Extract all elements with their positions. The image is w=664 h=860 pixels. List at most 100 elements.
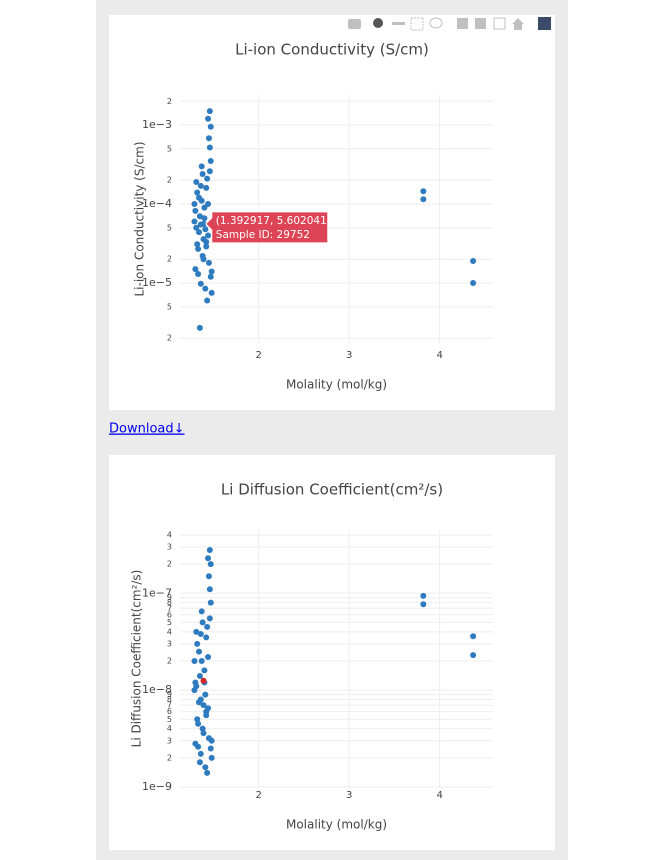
data-point <box>207 123 214 130</box>
data-point <box>203 708 210 715</box>
data-point <box>205 573 212 580</box>
data-point <box>420 601 427 608</box>
y-tick-label: 1e−8 <box>142 683 172 696</box>
highlight-point <box>200 677 207 684</box>
data-point <box>197 750 204 757</box>
y-tick-label: 7 <box>167 604 172 613</box>
data-point <box>195 720 202 727</box>
x-tick-label: 4 <box>436 350 442 361</box>
data-point <box>193 179 200 186</box>
y-tick-label: 8 <box>167 695 172 704</box>
data-point <box>193 683 200 690</box>
x-tick-label: 2 <box>256 790 262 801</box>
data-point <box>205 735 212 742</box>
data-point <box>470 652 477 659</box>
chart-title: Li-ion Conductivity (S/cm) <box>235 41 429 59</box>
y-tick-label: 8 <box>167 598 172 607</box>
y-axis-title: Li-ion Conductivity (S/cm) <box>133 142 147 297</box>
hovered-point <box>200 220 207 227</box>
data-point <box>205 555 212 562</box>
data-point <box>420 196 427 203</box>
y-tick-label: 2 <box>167 176 172 185</box>
x-tick-label: 2 <box>256 350 262 361</box>
data-point <box>205 115 212 122</box>
data-point <box>196 672 203 679</box>
data-point <box>198 608 205 615</box>
chart-title: Li Diffusion Coefficient(cm²/s) <box>221 481 443 499</box>
select-button[interactable] <box>410 17 424 31</box>
data-point <box>470 280 477 287</box>
data-point <box>194 640 201 647</box>
y-tick-label: 4 <box>167 627 172 636</box>
data-point <box>194 241 201 248</box>
data-point <box>198 657 205 664</box>
y-tick-label: 2 <box>167 334 172 343</box>
y-tick-label: 9 <box>167 690 172 699</box>
y-tick-label: 6 <box>167 610 172 619</box>
data-point <box>200 702 207 709</box>
reset-button[interactable] <box>512 18 524 30</box>
y-tick-label: 3 <box>167 543 172 552</box>
data-point <box>208 268 215 275</box>
download-link[interactable]: Download↓ <box>109 422 185 437</box>
x-tick-label: 4 <box>436 790 442 801</box>
y-tick-label: 5 <box>167 144 172 153</box>
data-point <box>193 628 200 635</box>
data-point <box>206 144 213 151</box>
data-point <box>196 213 203 220</box>
autoscale-button[interactable] <box>493 17 506 30</box>
plotly-logo[interactable] <box>538 17 551 30</box>
data-point <box>196 324 203 331</box>
data-point <box>420 188 427 195</box>
data-point <box>204 175 211 182</box>
y-tick-label: 1e−7 <box>142 586 172 599</box>
data-point <box>205 259 212 266</box>
data-point <box>206 586 213 593</box>
y-tick-label: 1e−5 <box>142 276 172 289</box>
data-point <box>198 163 205 170</box>
data-point <box>206 168 213 175</box>
data-point <box>207 745 214 752</box>
data-point <box>195 229 202 236</box>
data-point <box>420 592 427 599</box>
pan-button[interactable] <box>392 22 405 25</box>
zoom-in-button[interactable] <box>457 18 468 29</box>
camera-button[interactable] <box>348 19 361 29</box>
hover-tooltip: (1.392917, 5.602041e−5) Sample ID: 29752 <box>205 211 353 244</box>
y-tick-label: 2 <box>167 255 172 264</box>
lasso-button[interactable] <box>429 17 443 29</box>
data-point <box>203 243 210 250</box>
data-point <box>206 108 213 115</box>
y-tick-label: 1e−9 <box>142 780 172 793</box>
zoom-button[interactable] <box>373 18 383 28</box>
y-tick-label: 3 <box>167 736 172 745</box>
card <box>109 15 555 410</box>
y-tick-label: 6 <box>167 707 172 716</box>
data-point <box>203 184 210 191</box>
data-point <box>202 764 209 771</box>
data-point <box>202 226 209 233</box>
data-point <box>208 289 215 296</box>
data-point <box>197 182 204 189</box>
y-tick-label: 2 <box>167 656 172 665</box>
data-point <box>195 743 202 750</box>
data-point <box>197 280 204 287</box>
y-tick-label: 4 <box>167 724 172 733</box>
zoom-out-button[interactable] <box>475 18 486 29</box>
x-tick-label: 3 <box>346 790 352 801</box>
data-point <box>195 271 202 278</box>
data-point <box>194 189 201 196</box>
data-point <box>196 759 203 766</box>
data-point <box>206 615 213 622</box>
y-tick-label: 2 <box>167 97 172 106</box>
data-point <box>195 245 202 252</box>
data-point <box>203 634 210 641</box>
data-point <box>204 297 211 304</box>
data-point <box>195 648 202 655</box>
data-point <box>205 201 212 208</box>
data-point <box>200 730 207 737</box>
data-point <box>205 653 212 660</box>
data-point <box>205 232 212 239</box>
data-point <box>207 158 214 165</box>
